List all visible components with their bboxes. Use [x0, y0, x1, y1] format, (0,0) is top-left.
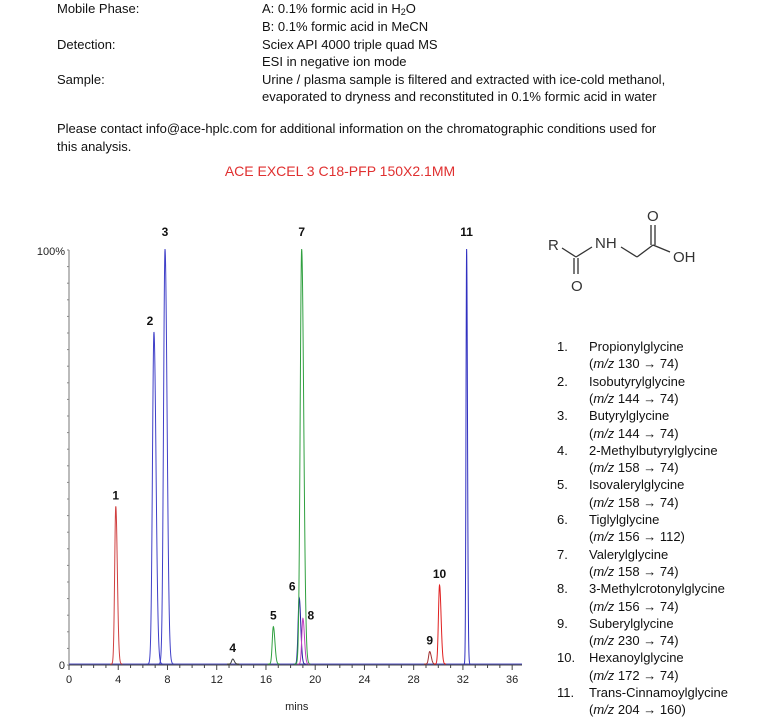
legend-compound-name: Butyrylglycine — [589, 408, 670, 424]
peak-label: 1 — [112, 488, 119, 502]
legend-compound-name: 2-Methylbutyrylglycine — [589, 442, 718, 458]
structure-nh: NH — [595, 235, 617, 252]
chart-title: ACE EXCEL 3 C18-PFP 150X2.1MM — [224, 163, 456, 179]
legend-number: 3. — [557, 408, 568, 424]
legend-number: 10. — [557, 650, 576, 666]
peak-label: 3 — [162, 225, 169, 239]
structure-oh: OH — [673, 249, 696, 266]
peak-trace — [424, 650, 437, 665]
legend-mz-transition: (m/z 204 → 160) — [589, 702, 686, 718]
x-axis-label: mins — [285, 701, 309, 713]
peak-trace — [297, 617, 310, 665]
peak-label: 8 — [308, 608, 315, 622]
peak-label: 6 — [289, 580, 296, 594]
legend-mz-transition: (m/z 158 → 74) — [589, 563, 679, 579]
legend-compound-name: 3-Methylcrotonylglycine — [589, 581, 725, 597]
peak-trace — [157, 248, 174, 665]
x-tick-label: 36 — [506, 674, 518, 686]
sample-1: Urine / plasma sample is filtered and ex… — [262, 72, 666, 87]
x-tick-label: 32 — [457, 674, 469, 686]
legend-number: 8. — [557, 581, 568, 597]
legend-mz-transition: (m/z 144 → 74) — [589, 425, 679, 441]
legend-number: 7. — [557, 546, 568, 562]
x-tick-label: 24 — [358, 674, 370, 686]
legend-compound-name: Isovalerylglycine — [589, 477, 685, 493]
peak-label: 9 — [426, 634, 433, 648]
legend-compound-name: Isobutyrylglycine — [589, 373, 686, 389]
legend-compound-name: Valerylglycine — [589, 546, 669, 562]
legend-mz-transition: (m/z 158 → 74) — [589, 460, 679, 476]
legend-compound-name: Hexanoylglycine — [589, 650, 684, 666]
peak-label: 2 — [147, 314, 154, 328]
x-tick-label: 4 — [115, 674, 121, 686]
peak-label: 7 — [298, 225, 305, 239]
peak-label: 10 — [433, 567, 447, 581]
legend-compound-name: Tiglylglycine — [589, 512, 660, 527]
x-tick-label: 20 — [309, 674, 321, 686]
peak-trace — [463, 248, 471, 665]
legend-mz-transition: (m/z 144 → 74) — [589, 390, 679, 406]
peak-trace — [267, 625, 280, 665]
peak-label: 5 — [270, 609, 277, 623]
peak-trace — [227, 658, 240, 665]
detection-1: Sciex API 4000 triple quad MS — [262, 37, 438, 52]
legend-mz-transition: (m/z 158 → 74) — [589, 494, 679, 510]
legend-number: 2. — [557, 373, 568, 389]
structure-o-top: O — [647, 208, 659, 225]
x-tick-label: 8 — [164, 674, 170, 686]
legend-mz-transition: (m/z 156 → 74) — [589, 598, 679, 614]
structure-o-bottom: O — [571, 278, 583, 295]
peak-trace — [433, 583, 447, 665]
mobile-phase-a: A: 0.1% formic acid in H2O — [262, 1, 416, 17]
peak-trace — [146, 331, 163, 665]
contact-text: Please contact info@ace-hplc.com for add… — [57, 121, 657, 136]
legend-number: 5. — [557, 477, 568, 493]
x-tick-label: 16 — [260, 674, 272, 686]
mobile-phase-label: Mobile Phase: — [57, 1, 140, 16]
detection-2: ESI in negative ion mode — [262, 54, 407, 69]
glycine-structure: R NH O OH O — [548, 208, 696, 295]
contact-text-2: this analysis. — [57, 139, 132, 154]
legend-compound-name: Propionylglycine — [589, 339, 684, 354]
x-tick-label: 28 — [408, 674, 420, 686]
peak-trace — [110, 506, 123, 665]
legend-number: 4. — [557, 442, 568, 458]
legend-number: 9. — [557, 615, 568, 631]
x-tick-label: 12 — [211, 674, 223, 686]
peak-label: 4 — [229, 641, 236, 655]
legend-number: 6. — [557, 512, 568, 527]
peak-trace — [294, 248, 311, 665]
legend-compound-name: Suberylglycine — [589, 615, 674, 631]
mobile-phase-b: B: 0.1% formic acid in MeCN — [262, 19, 429, 34]
legend-number: 1. — [557, 339, 568, 354]
legend-compound-name: Trans-Cinnamoylglycine — [589, 685, 728, 700]
y-tick-label: 0 — [59, 660, 65, 672]
sample-2: evaporated to dryness and reconstituted … — [262, 89, 657, 104]
structure-r: R — [548, 237, 559, 254]
y-tick-label: 100% — [37, 246, 65, 258]
legend-mz-transition: (m/z 130 → 74) — [589, 356, 679, 372]
legend-mz-transition: (m/z 156 → 112) — [589, 529, 685, 545]
detection-label: Detection: — [57, 37, 116, 52]
legend-mz-transition: (m/z 172 → 74) — [589, 667, 679, 683]
x-tick-label: 0 — [66, 674, 72, 686]
sample-label: Sample: — [57, 72, 105, 87]
legend-mz-transition: (m/z 230 → 74) — [589, 633, 679, 649]
legend-number: 11. — [557, 685, 575, 700]
peak-label: 11 — [460, 225, 473, 239]
